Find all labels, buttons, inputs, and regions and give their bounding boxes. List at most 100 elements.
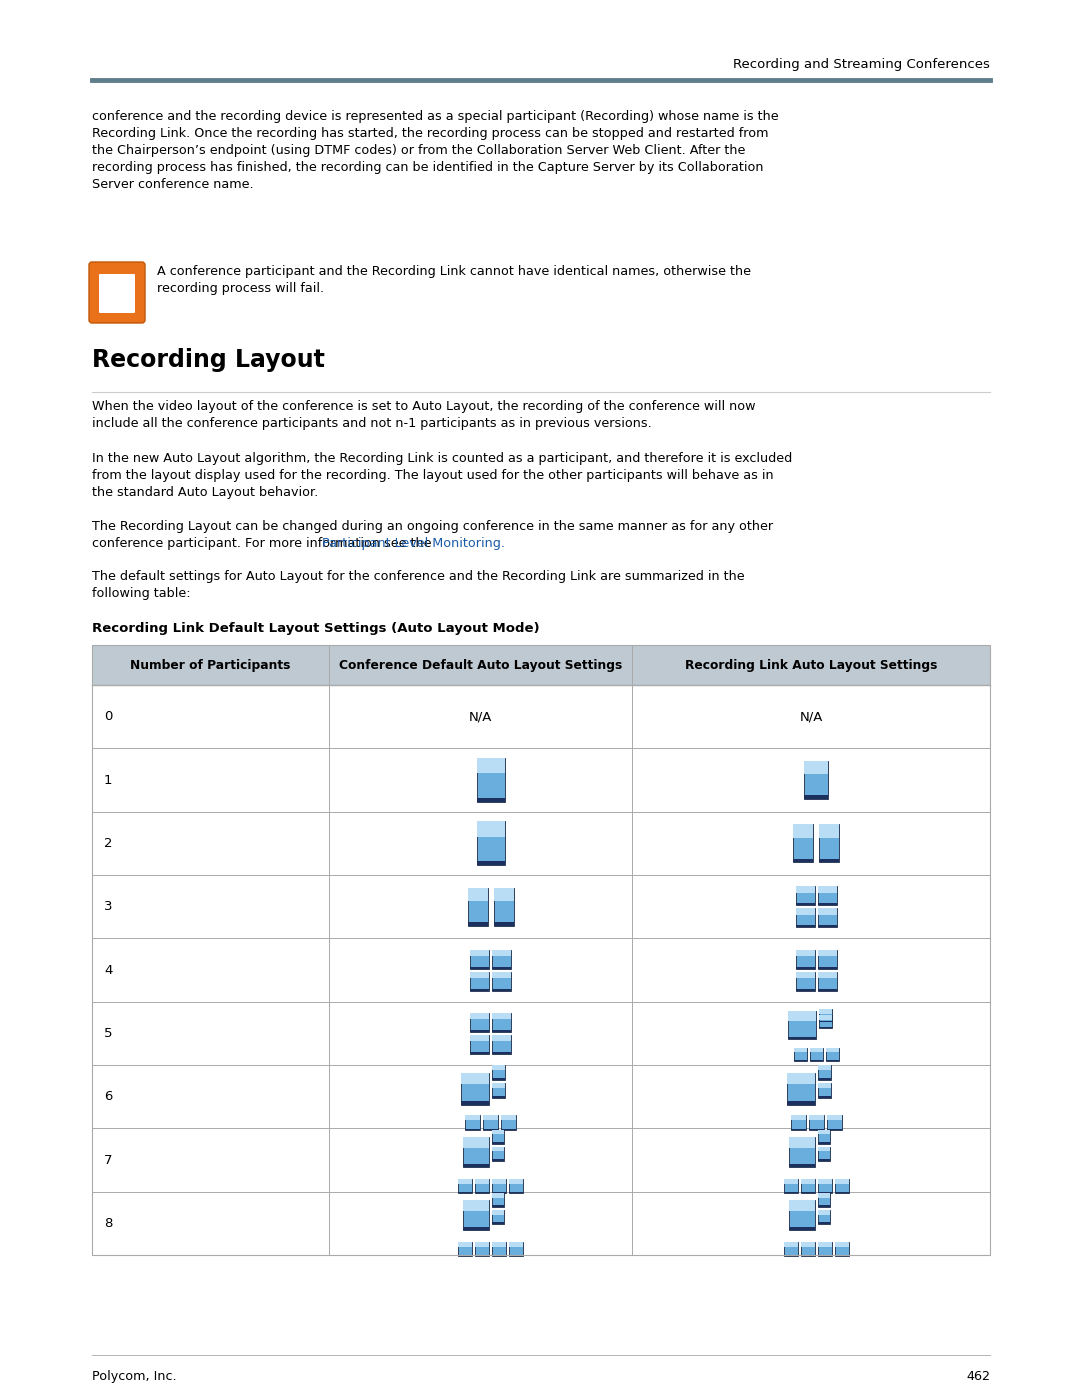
Bar (804, 761, 828, 774)
Bar (835, 1255, 849, 1256)
Bar (818, 1143, 829, 1144)
Bar (783, 1179, 797, 1193)
Bar (804, 795, 828, 799)
Bar (818, 1179, 832, 1183)
Bar (458, 1192, 472, 1193)
Bar (818, 1065, 831, 1080)
Text: N/A: N/A (799, 710, 823, 724)
Bar (825, 1048, 838, 1052)
Bar (818, 1065, 831, 1070)
Bar (791, 1115, 806, 1120)
Bar (796, 886, 814, 905)
Bar (501, 1115, 516, 1120)
FancyBboxPatch shape (99, 274, 135, 313)
Bar (818, 967, 837, 968)
Bar (826, 1129, 841, 1130)
Text: 2: 2 (104, 837, 112, 849)
Bar (492, 971, 511, 978)
Bar (810, 1048, 823, 1052)
Bar (818, 1130, 829, 1134)
Bar (800, 1255, 814, 1256)
Text: 0: 0 (104, 710, 112, 724)
Bar (818, 971, 837, 990)
Bar (793, 859, 813, 862)
Bar (458, 1255, 472, 1256)
Bar (835, 1179, 849, 1193)
Bar (788, 1137, 814, 1166)
Bar (819, 1016, 832, 1020)
Bar (796, 989, 814, 990)
Bar (818, 1255, 832, 1256)
Bar (492, 1083, 505, 1098)
Bar (819, 824, 839, 838)
Bar (509, 1242, 523, 1248)
Bar (492, 950, 511, 968)
Text: 7: 7 (104, 1154, 112, 1166)
Bar (818, 1242, 832, 1248)
Text: Recording Link Default Layout Settings (Auto Layout Mode): Recording Link Default Layout Settings (… (92, 622, 540, 636)
Bar (470, 989, 489, 990)
Bar (818, 1147, 829, 1161)
Text: Recording Layout: Recording Layout (92, 348, 325, 372)
Bar (788, 1011, 816, 1021)
Text: The Recording Layout can be changed during an ongoing conference in the same man: The Recording Layout can be changed duri… (92, 520, 773, 550)
Bar (818, 908, 837, 915)
Bar (509, 1242, 523, 1256)
Bar (470, 967, 489, 968)
Bar (818, 1206, 829, 1207)
Bar (501, 1115, 516, 1130)
Bar (470, 1035, 489, 1053)
Bar (783, 1242, 797, 1256)
Bar (809, 1115, 824, 1130)
Text: Number of Participants: Number of Participants (131, 658, 291, 672)
Text: ✓: ✓ (112, 305, 122, 314)
Bar (818, 1193, 829, 1197)
Bar (818, 908, 837, 928)
Bar (796, 950, 814, 956)
Bar (492, 1147, 504, 1151)
Bar (470, 950, 489, 968)
Bar (476, 798, 504, 802)
Bar (492, 1035, 511, 1042)
Text: The default settings for Auto Layout for the conference and the Recording Link a: The default settings for Auto Layout for… (92, 570, 744, 599)
Bar (463, 1228, 489, 1231)
Bar (786, 1101, 814, 1105)
Bar (818, 1130, 829, 1144)
Bar (475, 1192, 489, 1193)
Text: Recording and Streaming Conferences: Recording and Streaming Conferences (733, 59, 990, 71)
Bar (461, 1073, 489, 1105)
Bar (458, 1242, 472, 1248)
Bar (810, 1048, 823, 1060)
Bar (492, 1052, 511, 1053)
Bar (818, 1083, 831, 1098)
Bar (818, 950, 837, 968)
Bar (809, 1115, 824, 1120)
Bar (818, 950, 837, 956)
Bar (783, 1242, 797, 1248)
Bar (818, 886, 837, 905)
Bar (835, 1179, 849, 1183)
Text: Recording Link Auto Layout Settings: Recording Link Auto Layout Settings (685, 658, 937, 672)
Bar (796, 886, 814, 893)
Bar (818, 925, 837, 928)
Bar (796, 950, 814, 968)
Bar (825, 1048, 838, 1060)
Bar (793, 824, 813, 838)
Bar (461, 1073, 489, 1084)
Bar (796, 967, 814, 968)
Bar (492, 1130, 504, 1134)
Bar (788, 1037, 816, 1039)
Bar (476, 759, 504, 774)
Bar (492, 1192, 507, 1193)
FancyBboxPatch shape (89, 263, 145, 323)
Bar (475, 1179, 489, 1183)
Bar (509, 1179, 523, 1193)
Bar (819, 859, 839, 862)
Bar (468, 887, 487, 901)
Bar (819, 824, 839, 862)
Bar (463, 1137, 489, 1166)
Bar (501, 1129, 516, 1130)
Text: In the new Auto Layout algorithm, the Recording Link is counted as a participant: In the new Auto Layout algorithm, the Re… (92, 453, 793, 499)
Bar (818, 1147, 829, 1151)
Bar (492, 1078, 505, 1080)
